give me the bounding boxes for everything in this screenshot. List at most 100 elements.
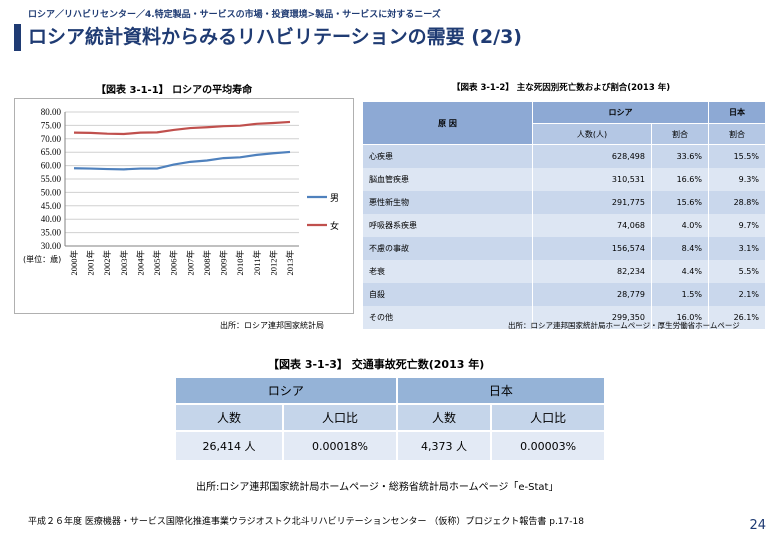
- cause-cell: 心疾患: [362, 144, 533, 168]
- page-title: ロシア統計資料からみるリハビリテーションの需要 (2/3): [28, 26, 522, 48]
- rate-cell: 4.0%: [651, 213, 709, 237]
- jp-rate-cell: 5.5%: [708, 259, 766, 283]
- figure2-title: 【図表 3-1-2】 主な死因別死亡数および割合(2013 年): [452, 83, 671, 93]
- x-tick-label: 2001年: [86, 250, 96, 276]
- table-row: 脳血管疾患 310,531 16.6% 9.3%: [362, 167, 766, 191]
- count-cell: 628,498: [532, 144, 652, 168]
- header-count: 人数(人): [532, 123, 652, 145]
- x-tick-label: 2006年: [169, 250, 179, 276]
- table-row: 26,414 人 0.00018% 4,373 人 0.00003%: [173, 430, 606, 462]
- series-line-female: [73, 120, 291, 136]
- y-tick-label: 65.00: [41, 147, 62, 157]
- header-japan: 日本: [395, 376, 607, 405]
- japan-count-cell: 4,373 人: [395, 430, 493, 462]
- jp-rate-cell: 26.1%: [708, 305, 766, 329]
- header-cause: 原 因: [362, 101, 533, 145]
- traffic-death-table: ロシア 日本 人数 人口比 人数 人口比 26,414 人 0.00018% 4…: [173, 376, 607, 462]
- table-row: 呼吸器系疾患 74,068 4.0% 9.7%: [362, 213, 766, 237]
- count-cell: 291,775: [532, 190, 652, 214]
- header-jp-rate: 割合: [708, 123, 766, 145]
- count-cell: 299,350: [532, 305, 652, 329]
- legend-label: 男: [330, 193, 339, 204]
- series-line-male: [73, 150, 291, 171]
- header-russia-ratio: 人口比: [282, 403, 398, 432]
- rate-cell: 16.0%: [651, 305, 709, 329]
- x-tick-label: 2002年: [102, 250, 112, 276]
- header-russia: ロシア: [174, 376, 398, 405]
- cause-cell: 呼吸器系疾患: [362, 213, 533, 237]
- y-tick-label: 40.00: [41, 214, 62, 224]
- y-tick-label: 60.00: [41, 161, 62, 171]
- title-accent-bar: [14, 24, 21, 51]
- death-cause-table: 原 因 ロシア 日本 人数(人) 割合 割合 心疾患 628,498 33.6% 15…: [362, 101, 766, 329]
- header-japan-ratio: 人口比: [490, 403, 606, 432]
- cause-cell: 自殺: [362, 282, 533, 306]
- table-row: 自殺 28,779 1.5% 2.1%: [362, 282, 766, 306]
- rate-cell: 16.6%: [651, 167, 709, 191]
- header-japan-count: 人数: [395, 403, 493, 432]
- y-tick-label: 30.00: [41, 241, 62, 251]
- x-tick-label: 2003年: [119, 250, 129, 276]
- jp-rate-cell: 2.1%: [708, 282, 766, 306]
- x-tick-label: 2011年: [252, 250, 262, 276]
- y-tick-label: 55.00: [41, 174, 62, 184]
- y-tick-label: 45.00: [41, 201, 62, 211]
- cause-cell: その他: [362, 305, 533, 329]
- table-row: 心疾患 628,498 33.6% 15.5%: [362, 144, 766, 168]
- header-russia: ロシア: [532, 101, 709, 124]
- figure1-title: 【図表 3-1-1】 ロシアの平均寿命: [96, 85, 253, 96]
- y-tick-label: 35.00: [41, 228, 62, 238]
- figure3-source: 出所:ロシア連邦国家統計局ホームページ・総務省統計局ホームページ「e-Stat」: [196, 482, 559, 493]
- header-rate: 割合: [651, 123, 709, 145]
- x-tick-label: 2012年: [268, 250, 278, 276]
- x-tick-label: 2009年: [219, 250, 229, 276]
- footer-text: 平成２６年度 医療機器・サービス国際化推進事業ウラジオストク北斗リハビリテーショ…: [28, 517, 584, 527]
- rate-cell: 1.5%: [651, 282, 709, 306]
- x-tick-label: 2013年: [285, 250, 295, 276]
- jp-rate-cell: 9.3%: [708, 167, 766, 191]
- rate-cell: 4.4%: [651, 259, 709, 283]
- jp-rate-cell: 9.7%: [708, 213, 766, 237]
- count-cell: 82,234: [532, 259, 652, 283]
- x-tick-label: 2004年: [135, 250, 145, 276]
- y-tick-label: 75.00: [41, 120, 62, 130]
- page-number: 24: [749, 518, 766, 533]
- rate-cell: 33.6%: [651, 144, 709, 168]
- y-unit-label: (単位：歳): [23, 254, 61, 264]
- rate-cell: 15.6%: [651, 190, 709, 214]
- y-tick-label: 70.00: [41, 134, 62, 144]
- count-cell: 310,531: [532, 167, 652, 191]
- cause-cell: 不慮の事故: [362, 236, 533, 260]
- jp-rate-cell: 15.5%: [708, 144, 766, 168]
- breadcrumb: ロシア／リハビリセンター／4.特定製品・サービスの市場・投資環境>製品・サービス…: [28, 10, 441, 20]
- table-row: その他 299,350 16.0% 26.1%: [362, 305, 766, 329]
- header-japan: 日本: [708, 101, 766, 124]
- japan-ratio-cell: 0.00003%: [490, 430, 606, 462]
- count-cell: 156,574: [532, 236, 652, 260]
- x-tick-label: 2005年: [152, 250, 162, 276]
- russia-count-cell: 26,414 人: [173, 430, 285, 462]
- rate-cell: 8.4%: [651, 236, 709, 260]
- legend-label: 女: [330, 220, 339, 232]
- life-expectancy-chart: 80.00 75.00 70.00 65.00 60.00 55.00 50.00 45.00…: [14, 98, 354, 314]
- cause-cell: 老衰: [362, 259, 533, 283]
- table-row: 老衰 82,234 4.4% 5.5%: [362, 259, 766, 283]
- jp-rate-cell: 28.8%: [708, 190, 766, 214]
- x-tick-label: 2008年: [202, 250, 212, 276]
- figure2-source: 出所：ロシア連邦国家統計局ホームページ・厚生労働省ホームページ: [508, 321, 740, 330]
- life-expectancy-chart-svg: 80.00 75.00 70.00 65.00 60.00 55.00 50.00 45.00…: [23, 107, 339, 276]
- y-tick-label: 80.00: [41, 107, 62, 117]
- header-russia-count: 人数: [173, 403, 285, 432]
- count-cell: 74,068: [532, 213, 652, 237]
- y-tick-label: 50.00: [41, 187, 62, 197]
- cause-cell: 脳血管疾患: [362, 167, 533, 191]
- count-cell: 28,779: [532, 282, 652, 306]
- table-row: 悪性新生物 291,775 15.6% 28.8%: [362, 190, 766, 214]
- x-tick-label: 2010年: [235, 250, 245, 276]
- figure3-title: 【図表 3-1-3】 交通事故死亡数(2013 年): [268, 358, 485, 371]
- x-tick-label: 2007年: [185, 250, 195, 276]
- x-tick-label: 2000年: [69, 250, 79, 276]
- russia-ratio-cell: 0.00018%: [282, 430, 398, 462]
- table-row: 不慮の事故 156,574 8.4% 3.1%: [362, 236, 766, 260]
- cause-cell: 悪性新生物: [362, 190, 533, 214]
